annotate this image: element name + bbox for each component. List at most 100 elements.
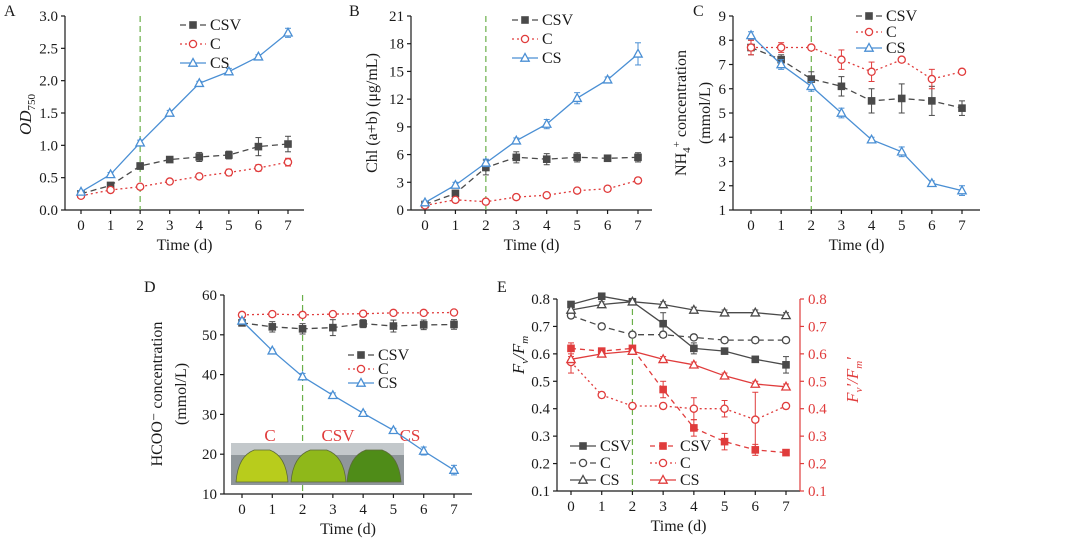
y-tick-label: 0.3 [531,429,550,445]
data-point [659,385,667,394]
data-point [690,424,698,432]
data-point [328,309,338,319]
legend-label: CSV [600,438,632,455]
series-line [424,179,639,207]
data-point [628,401,637,411]
data-point [266,344,278,355]
series-cs [75,26,294,196]
data-point [357,407,369,418]
data-point [837,55,846,64]
data-point [596,298,608,309]
data-point [224,168,234,177]
y-tick-label: 2.5 [39,41,58,57]
data-point [389,322,398,330]
data-point [745,29,757,40]
flask-label: CS [400,426,421,445]
data-point [751,446,760,454]
data-point [105,168,116,179]
data-point [388,424,399,435]
x-tick-label: 5 [225,218,233,234]
data-point [690,344,698,353]
data-point [780,380,792,391]
series-line [241,320,455,471]
data-point [254,142,263,151]
data-point [926,177,938,188]
data-point [867,67,876,77]
y-tick-label: 1.5 [39,106,58,122]
y-tick-label: 0.2 [531,457,550,473]
legend-label: CSV [378,347,410,364]
legend-marker [657,474,669,484]
x-tick-label: 3 [166,218,174,234]
series-line [424,53,639,204]
data-point [389,308,398,318]
y-tick-label: 21 [389,9,404,25]
x-tick-label: 7 [782,499,790,515]
x-tick-label: 3 [838,218,846,234]
data-point [746,43,756,52]
data-point [254,163,263,173]
y-tick-label: 4 [719,130,727,146]
series-c [237,308,459,320]
panel-label-c: C [693,3,704,20]
data-point [284,140,292,148]
legend-label: CS [600,472,620,489]
y-tick-label: 0.7 [531,319,550,335]
y-axis-label-left: Fv/Fm [509,336,531,375]
data-point [627,295,638,306]
data-point [597,390,606,400]
x-tick-label: 5 [721,499,729,515]
data-point [836,107,847,117]
data-point [448,464,460,474]
y-axis-label: OD750 [16,93,38,135]
right-y-tick-label: 0.2 [808,457,827,473]
panel-label-d: D [144,279,156,296]
series-line [424,156,639,206]
data-point [657,298,669,309]
data-point [541,118,553,128]
x-tick-label: 5 [390,502,398,518]
y-tick-label: 0.0 [39,203,58,219]
x-tick-label: 7 [958,218,966,234]
data-point [195,153,204,161]
right-y-tick-label: 0.5 [808,374,827,390]
x-tick-label: 1 [598,499,606,515]
data-point [359,319,367,328]
y-tick-label: 50 [202,328,217,344]
legend-label: CSV [680,438,712,455]
data-point [567,344,575,353]
x-tick-label: 0 [77,218,85,234]
series-csv [238,319,458,337]
panel-c: C 0 1 2 3 4 5 6 7 1 2 3 4 5 6 7 8 9 Time (d) NH4+ concentra… [671,3,980,254]
data-point [193,77,205,88]
legend-marker [521,16,529,24]
y-tick-label: 2.0 [39,74,58,90]
series-c [746,39,967,90]
series-c [566,311,791,345]
data-point [633,176,643,185]
data-point [297,370,308,381]
data-point [419,196,431,207]
series-line [241,322,455,330]
series-c [76,157,293,201]
series-line [80,32,289,193]
panel-label-a: A [4,3,16,20]
legend-marker [520,34,530,44]
x-tick-label: 1 [269,502,277,518]
data-point [781,335,791,345]
legend-marker [865,12,873,20]
y-tick-label: 8 [719,33,727,49]
data-point [225,151,233,159]
data-point [418,445,430,455]
y-tick-label: 9 [719,9,727,25]
flask-2 [290,449,347,483]
data-point [632,48,644,58]
flask-photo-inset: C CSV CS [231,426,420,485]
legend-marker [578,458,588,468]
data-point [927,74,937,84]
y-tick-label: 3 [397,175,405,191]
data-point [283,157,293,167]
